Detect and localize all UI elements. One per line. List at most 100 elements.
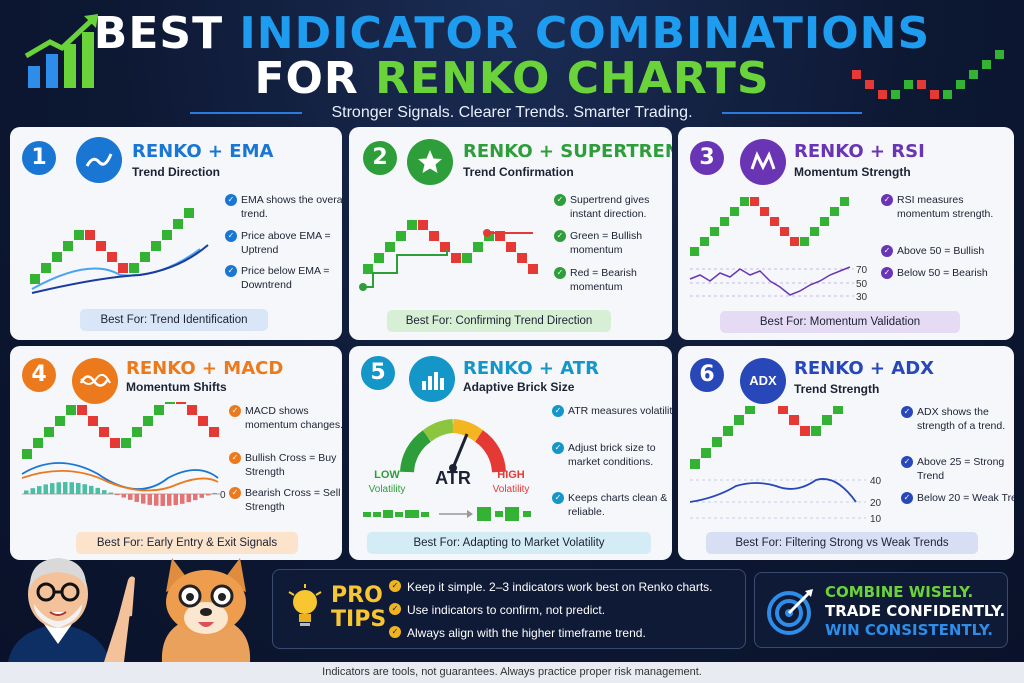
low-label: LOW	[374, 469, 400, 481]
renko-brick	[184, 208, 194, 218]
bullet: ✓ ADX shows the strength of a trend.	[901, 405, 1014, 433]
trader-mascot-icon	[8, 558, 135, 662]
renko-brick	[121, 438, 131, 448]
adx-icon: ADX	[740, 358, 786, 404]
bullet: ✓Below 20 = Weak Trend	[901, 491, 1014, 505]
ema-slow-line	[31, 244, 209, 294]
atr-gauge: ATR LOW Volatility HIGH Volatility	[363, 419, 531, 521]
renko-brick	[418, 220, 428, 230]
lightbulb-icon	[288, 584, 322, 626]
bullet: ✓ ATR measures volatility.	[552, 404, 672, 418]
low-volatility-label: Volatility	[369, 484, 406, 495]
renko-brick	[77, 405, 87, 415]
tip-item: ✓ Use indicators to confirm, not predict.	[389, 603, 605, 617]
renko-brick	[107, 252, 117, 262]
signal-line	[21, 470, 219, 492]
trend-line-icon	[76, 137, 122, 183]
card-number: 5	[361, 356, 395, 390]
macd-histogram-bar	[154, 494, 159, 506]
card-number: 4	[22, 358, 56, 392]
card-subtitle: Trend Strength	[794, 382, 880, 396]
macd-histogram-bar	[89, 485, 94, 494]
bullet: ✓ Above 50 = Bullish	[881, 244, 1009, 258]
renko-brick	[187, 405, 197, 415]
oscillator-icon	[740, 139, 786, 185]
renko-brick	[63, 241, 73, 251]
bullet: ✓ Below 50 = Bearish	[881, 266, 1009, 280]
renko-brick	[198, 416, 208, 426]
macd-histogram-bar	[186, 494, 191, 503]
renko-brick	[22, 449, 32, 459]
renko-brick	[701, 448, 711, 458]
renko-supertrend-chart	[359, 220, 538, 291]
renko-brick	[440, 242, 450, 252]
renko-brick	[700, 237, 709, 246]
tagline: Stronger Signals. Clearer Trends. Smarte…	[331, 104, 693, 121]
bullet: ✓ Red = Bearish momentum	[554, 266, 672, 294]
bar-chart-icon	[409, 356, 455, 402]
macd-histogram-bar	[147, 494, 152, 505]
renko-brick	[740, 197, 749, 206]
renko-brick	[143, 416, 153, 426]
renko-macd-chart: 0	[21, 402, 226, 506]
combine-panel: COMBINE WISELY. TRADE CONFIDENTLY. WIN C…	[754, 572, 1008, 648]
renko-brick	[820, 217, 829, 226]
supertrend-signal-dot	[359, 283, 367, 291]
bullet: ✓ Keeps charts clean & reliable.	[552, 491, 672, 519]
adx-level-label: 20	[870, 498, 882, 509]
renko-brick	[720, 217, 729, 226]
renko-brick	[396, 231, 406, 241]
card-title: RENKO + EMA	[132, 141, 274, 162]
bullet: ✓ Price below EMA = Downtrend	[225, 264, 342, 292]
card-subtitle: Momentum Shifts	[126, 380, 227, 394]
renko-brick	[363, 264, 373, 274]
macd-histogram-bar	[160, 494, 165, 506]
renko-brick	[506, 242, 516, 252]
macd-histogram-bar	[206, 494, 211, 496]
macd-histogram-bar	[128, 494, 133, 500]
bullet: ✓ Above 25 = Strong Trend	[901, 455, 1014, 483]
macd-histogram-bar	[50, 483, 55, 494]
rsi-line	[689, 266, 851, 296]
renko-brick	[712, 437, 722, 447]
renko-brick	[55, 416, 65, 426]
best-for-badge: Best For: Confirming Trend Direction	[387, 310, 611, 332]
renko-brick	[385, 242, 395, 252]
adx-line	[689, 478, 857, 503]
macd-histogram-bar	[63, 482, 68, 494]
renko-brick	[690, 459, 700, 469]
macd-histogram-bar	[193, 494, 198, 501]
mascot-illustration	[8, 558, 251, 662]
best-for-badge: Best For: Adapting to Market Volatility	[367, 532, 651, 554]
card-subtitle: Momentum Strength	[794, 165, 911, 179]
gauge-label: ATR	[435, 468, 471, 488]
renko-brick	[878, 90, 887, 99]
renko-brick	[930, 90, 939, 99]
macd-histogram-bar	[180, 494, 185, 504]
renko-brick	[374, 253, 384, 263]
renko-brick	[969, 70, 978, 79]
renko-brick	[74, 230, 84, 240]
best-for-badge: Best For: Trend Identification	[80, 309, 268, 331]
renko-brick	[995, 50, 1004, 59]
zero-label: 0	[220, 490, 226, 501]
card-subtitle: Adaptive Brick Size	[463, 380, 575, 394]
renko-brick	[852, 70, 861, 79]
renko-brick	[833, 406, 843, 414]
card-atr: 5 RENKO + ATR Adaptive Brick Size ATR LO…	[349, 346, 672, 560]
tip-item: ✓ Always align with the higher timeframe …	[389, 626, 646, 640]
brick-size-comparison	[363, 507, 531, 521]
renko-bricks-decoration	[852, 50, 1004, 99]
card-number: 3	[690, 141, 724, 175]
card-title: RENKO + ADX	[794, 358, 935, 379]
macd-wave-icon	[72, 358, 118, 404]
renko-brick	[790, 237, 799, 246]
renko-brick	[750, 197, 759, 206]
card-macd: 4 RENKO + MACD Momentum Shifts 0 ✓ MACD s…	[10, 346, 342, 560]
renko-brick	[96, 241, 106, 251]
renko-brick	[118, 263, 128, 273]
renko-brick	[917, 80, 926, 89]
macd-histogram-bar	[199, 494, 204, 498]
macd-histogram-bar	[56, 482, 61, 494]
adx-level-label: 40	[870, 476, 882, 487]
